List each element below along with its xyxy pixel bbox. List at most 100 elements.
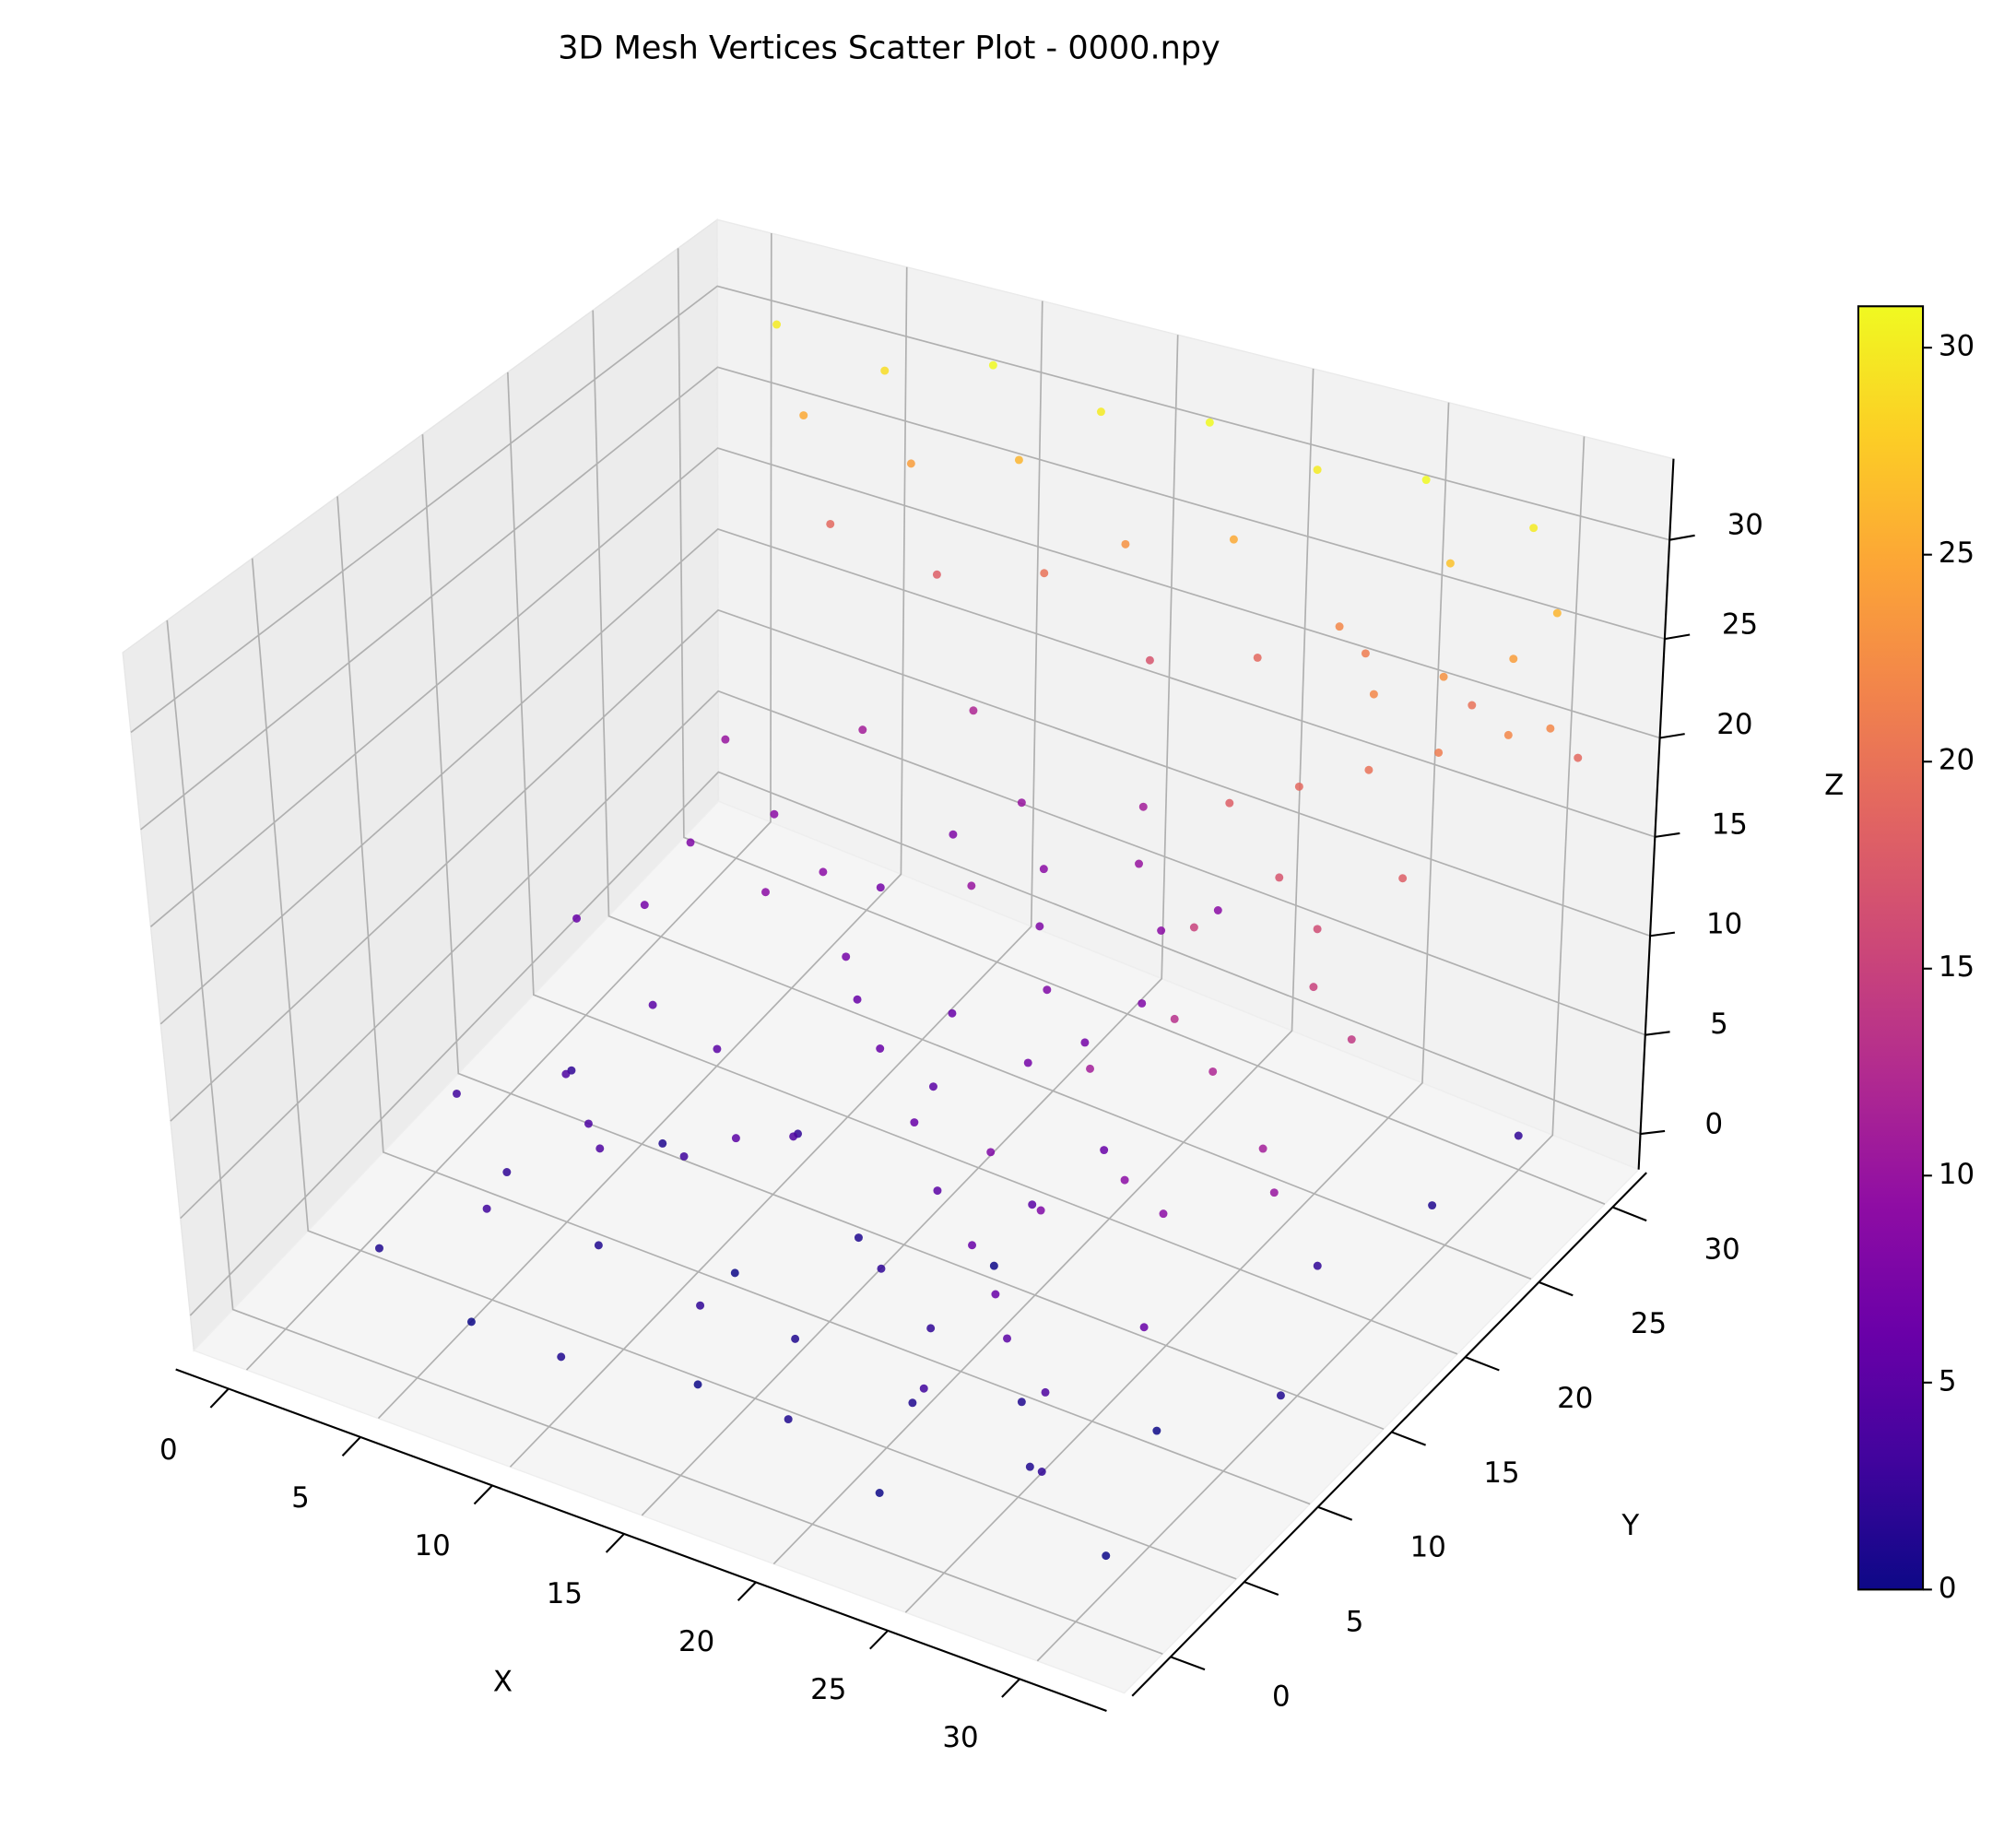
data-point bbox=[1014, 455, 1023, 465]
tick-mark bbox=[1539, 1280, 1574, 1297]
data-point bbox=[1039, 865, 1048, 874]
x-tick-label: 10 bbox=[415, 1529, 451, 1563]
data-point bbox=[906, 459, 915, 468]
grid-line bbox=[149, 447, 1660, 927]
data-point bbox=[1096, 407, 1105, 417]
data-point bbox=[1439, 672, 1448, 681]
data-point bbox=[908, 1398, 917, 1408]
data-point bbox=[1269, 1188, 1279, 1197]
data-point bbox=[1347, 1035, 1356, 1044]
colorbar-tick-label: 0 bbox=[1939, 1572, 1957, 1605]
grid-line bbox=[1036, 436, 1586, 1662]
z-tick-label: 30 bbox=[1727, 508, 1763, 541]
data-point bbox=[1086, 1064, 1095, 1073]
data-point bbox=[648, 1000, 657, 1009]
data-point bbox=[1170, 1014, 1179, 1023]
data-point bbox=[679, 1151, 689, 1161]
tick-mark bbox=[1649, 931, 1676, 938]
data-point bbox=[967, 881, 976, 890]
grid-line bbox=[421, 434, 1385, 1431]
data-point bbox=[1313, 466, 1322, 475]
data-point bbox=[1145, 655, 1154, 665]
data-point bbox=[584, 1119, 593, 1128]
data-point bbox=[561, 1069, 571, 1079]
data-point bbox=[826, 519, 835, 528]
grid-line bbox=[592, 310, 1532, 1280]
grid-line bbox=[140, 366, 1666, 831]
data-point bbox=[1135, 859, 1143, 868]
data-point bbox=[1434, 748, 1444, 757]
data-point bbox=[1138, 802, 1148, 811]
tick-mark bbox=[1640, 1129, 1666, 1136]
x-tick-label: 25 bbox=[810, 1673, 846, 1706]
data-point bbox=[1213, 906, 1222, 914]
data-point bbox=[572, 914, 582, 923]
data-point bbox=[1428, 1201, 1437, 1210]
x-tick-label: 15 bbox=[547, 1577, 583, 1610]
axis-line bbox=[1637, 458, 1675, 1170]
tick-mark bbox=[1659, 733, 1685, 739]
data-point bbox=[1253, 653, 1262, 662]
data-point bbox=[1080, 1038, 1090, 1047]
grid-line bbox=[159, 527, 1656, 1025]
z-tick-label: 10 bbox=[1706, 908, 1742, 941]
z-tick-label: 0 bbox=[1704, 1107, 1723, 1140]
data-point bbox=[819, 867, 828, 877]
grid-line bbox=[166, 619, 1163, 1655]
tick-mark bbox=[209, 1387, 230, 1409]
tick-mark bbox=[341, 1436, 361, 1457]
data-point bbox=[466, 1317, 476, 1327]
data-point bbox=[1023, 1058, 1032, 1067]
data-point bbox=[784, 1415, 793, 1424]
z-tick-label: 15 bbox=[1712, 808, 1748, 841]
data-point bbox=[910, 1118, 919, 1127]
data-point bbox=[968, 1241, 977, 1250]
data-point bbox=[1208, 1067, 1218, 1076]
data-point bbox=[858, 725, 867, 735]
y-tick-label: 15 bbox=[1483, 1457, 1519, 1490]
grid-line bbox=[170, 608, 1651, 1122]
data-point bbox=[482, 1204, 491, 1213]
tick-mark bbox=[1244, 1581, 1279, 1596]
grid-line bbox=[245, 233, 772, 1371]
data-point bbox=[1102, 1551, 1111, 1561]
x-axis-label: X bbox=[493, 1665, 513, 1698]
grid-line bbox=[180, 690, 1646, 1220]
data-point bbox=[1514, 1131, 1523, 1140]
data-point bbox=[880, 366, 890, 375]
data-point bbox=[1189, 923, 1198, 932]
data-point bbox=[791, 1334, 800, 1343]
x-tick-label: 30 bbox=[942, 1721, 978, 1754]
y-tick-label: 30 bbox=[1704, 1232, 1740, 1266]
tick-mark bbox=[1465, 1356, 1500, 1372]
data-point bbox=[770, 809, 779, 819]
data-point bbox=[693, 1380, 702, 1389]
data-point bbox=[919, 1384, 928, 1393]
data-point bbox=[1041, 1387, 1050, 1397]
data-point bbox=[686, 838, 695, 847]
data-point bbox=[1309, 983, 1318, 992]
data-point bbox=[1445, 559, 1455, 568]
data-point bbox=[933, 1186, 942, 1196]
colorbar-tick-label: 30 bbox=[1939, 330, 1975, 363]
grid-line bbox=[509, 301, 1043, 1468]
data-point bbox=[928, 1082, 937, 1091]
data-point bbox=[374, 1244, 383, 1253]
data-point bbox=[1468, 701, 1477, 710]
data-point bbox=[1509, 655, 1518, 664]
data-point bbox=[1529, 524, 1539, 533]
data-point bbox=[1361, 649, 1370, 658]
data-point bbox=[1364, 765, 1373, 774]
data-point bbox=[1017, 798, 1026, 808]
data-point bbox=[640, 901, 649, 910]
grid-line bbox=[336, 496, 1311, 1505]
data-point bbox=[875, 1488, 884, 1497]
tick-mark bbox=[1664, 633, 1691, 641]
data-point bbox=[926, 1324, 936, 1333]
x-tick-label: 20 bbox=[678, 1625, 714, 1658]
tick-mark bbox=[1645, 1031, 1670, 1036]
y-tick-label: 20 bbox=[1557, 1382, 1593, 1415]
data-point bbox=[730, 1268, 739, 1278]
y-tick-label: 5 bbox=[1346, 1605, 1364, 1638]
grid-line bbox=[506, 371, 1458, 1355]
